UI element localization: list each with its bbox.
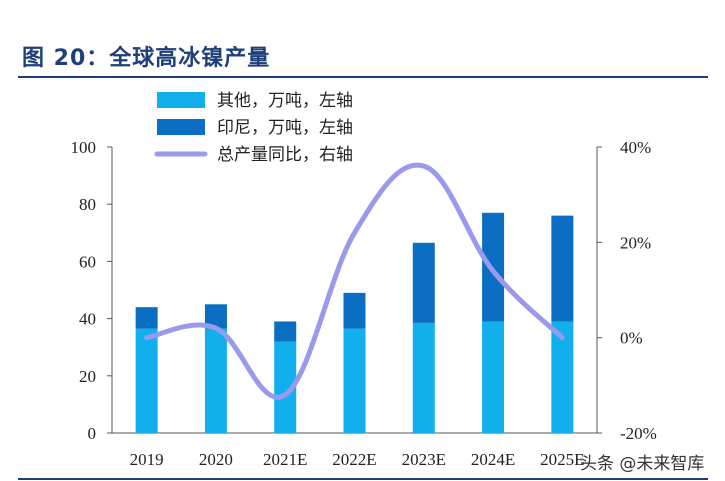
title-underline xyxy=(18,76,708,78)
legend-label: 总产量同比，右轴 xyxy=(217,145,353,165)
right-tick-label: 0% xyxy=(620,329,643,348)
x-tick-label: 2023E xyxy=(402,450,446,469)
bar-others xyxy=(551,321,574,433)
right-tick-label: 40% xyxy=(620,138,651,157)
legend-label: 其他，万吨，左轴 xyxy=(217,91,353,111)
bars xyxy=(135,212,574,433)
left-tick-label: 0 xyxy=(88,424,97,443)
chart-title: 图 20：全球高冰镍产量 xyxy=(22,46,271,71)
left-tick-label: 40 xyxy=(79,310,96,329)
x-tick-label: 2024E xyxy=(471,450,515,469)
left-tick-label: 60 xyxy=(79,252,96,271)
legend-label: 印尼，万吨，左轴 xyxy=(217,118,353,138)
watermark: 头条 @未来智库 xyxy=(580,454,705,474)
bar-others xyxy=(204,328,227,433)
bar-indonesia xyxy=(274,321,297,342)
bar-others xyxy=(482,321,505,433)
bar-indonesia xyxy=(412,242,435,323)
left-tick-label: 80 xyxy=(79,195,96,214)
bar-others xyxy=(343,328,366,433)
left-tick-label: 20 xyxy=(79,367,96,386)
x-tick-label: 2021E xyxy=(263,450,307,469)
right-tick-label: 20% xyxy=(620,233,651,252)
bar-indonesia xyxy=(551,215,574,322)
yoy-line xyxy=(144,162,565,400)
axes: 0 20 40 60 80 100 -20% 0% 20% 40% xyxy=(71,138,657,443)
bar-others xyxy=(412,322,435,433)
bar-others xyxy=(135,328,158,433)
legend-swatch-indonesia xyxy=(157,119,205,135)
x-tick-label: 2020 xyxy=(199,450,233,469)
bottom-rule xyxy=(18,478,708,480)
left-tick-label: 100 xyxy=(71,138,97,157)
x-tick-label: 2025E xyxy=(540,450,584,469)
x-tick-label: 2022E xyxy=(332,450,376,469)
yoy-line-path xyxy=(144,162,565,400)
x-tick-label: 2019 xyxy=(130,450,164,469)
bar-indonesia xyxy=(343,292,366,329)
bar-others xyxy=(274,341,297,433)
right-tick-label: -20% xyxy=(620,424,657,443)
bar-indonesia xyxy=(135,307,158,329)
bar-indonesia xyxy=(204,304,227,329)
x-tick-labels: 2019 2020 2021E 2022E 2023E 2024E 2025E xyxy=(130,450,585,469)
legend-swatch-others xyxy=(157,92,205,108)
